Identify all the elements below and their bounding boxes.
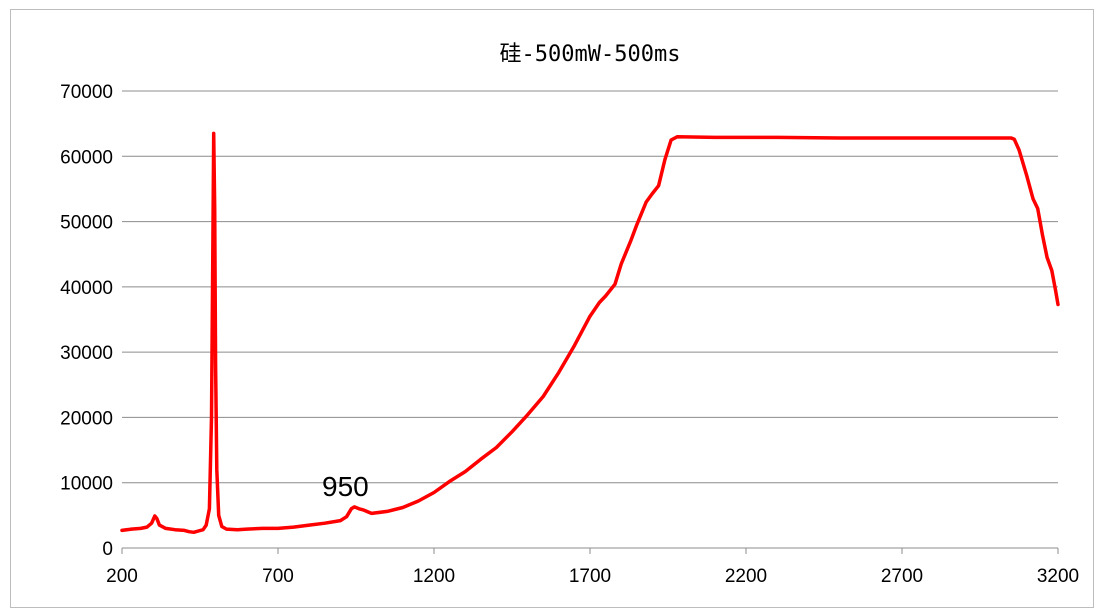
x-tick-label: 200 <box>106 566 138 587</box>
chart-title: 硅-500mW-500ms <box>500 42 681 67</box>
y-tick-label: 40000 <box>60 278 113 299</box>
y-tick-label: 0 <box>102 539 113 560</box>
y-tick-label: 60000 <box>60 147 113 168</box>
x-tick-label: 700 <box>262 566 294 587</box>
x-tick-label: 2700 <box>881 566 923 587</box>
annotation-layer: 950 <box>322 471 369 502</box>
y-tick-label: 10000 <box>60 474 113 495</box>
x-tick-label: 1200 <box>413 566 455 587</box>
series-line <box>120 131 1060 535</box>
grid-layer <box>122 90 1058 484</box>
y-tick-label: 70000 <box>60 82 113 103</box>
axis-layer: 0 10000 20000 30000 40000 50000 60000 70000 200 7… <box>60 82 1079 587</box>
series-layer <box>120 131 1060 535</box>
x-tick-label: 3200 <box>1037 566 1079 587</box>
x-tick-label: 1700 <box>569 566 611 587</box>
y-tick-label: 30000 <box>60 343 113 364</box>
y-tick-label: 20000 <box>60 408 113 429</box>
y-tick-label: 50000 <box>60 213 113 234</box>
annotation-label: 950 <box>322 471 369 502</box>
chart-frame <box>10 9 1094 608</box>
x-tick-label: 2200 <box>725 566 767 587</box>
